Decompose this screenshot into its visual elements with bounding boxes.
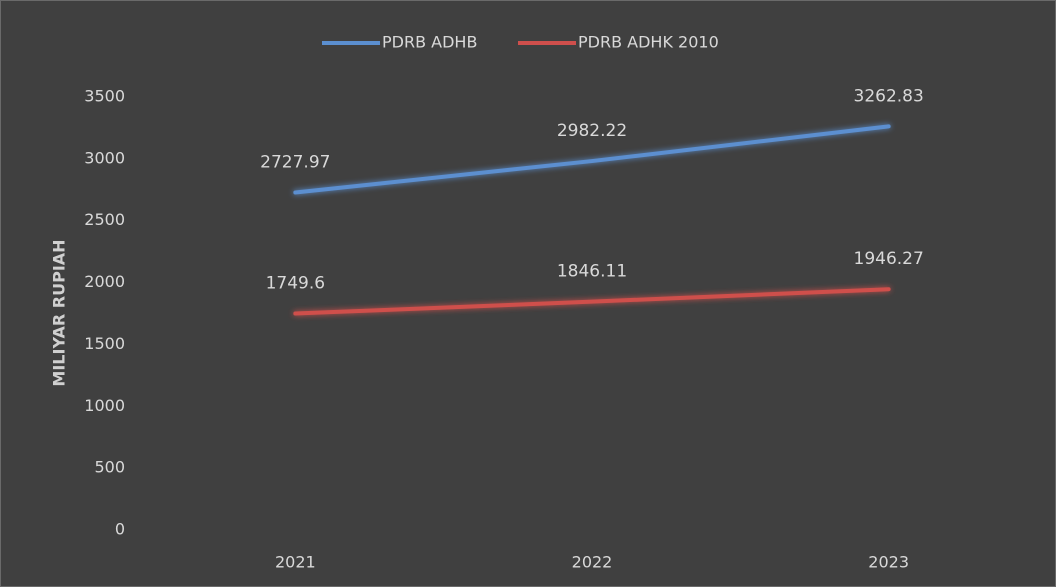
legend-label: PDRB ADHB: [382, 33, 477, 52]
data-label: 1749.6: [266, 274, 325, 294]
y-tick-label: 2500: [84, 210, 125, 229]
x-tick-label: 2023: [868, 553, 909, 572]
y-tick-label: 2000: [84, 272, 125, 291]
x-tick-label: 2022: [572, 553, 613, 572]
data-label: 1946.27: [854, 249, 924, 269]
data-label: 2982.22: [557, 121, 627, 141]
y-tick-label: 500: [94, 458, 125, 477]
y-tick-label: 3500: [84, 87, 125, 106]
data-label: 2727.97: [260, 153, 330, 173]
y-tick-label: 1000: [84, 396, 125, 415]
series-line: [293, 124, 891, 195]
data-label: 1846.11: [557, 262, 627, 282]
data-label: 3262.83: [854, 86, 924, 106]
y-tick-label: 1500: [84, 334, 125, 353]
legend-label: PDRB ADHK 2010: [578, 33, 719, 52]
y-axis-label: MILIYAR RUPIAH: [50, 239, 69, 386]
x-tick-label: 2021: [275, 553, 316, 572]
y-tick-label: 3000: [84, 148, 125, 167]
y-tick-label: 0: [115, 520, 125, 539]
series-line: [293, 287, 891, 316]
